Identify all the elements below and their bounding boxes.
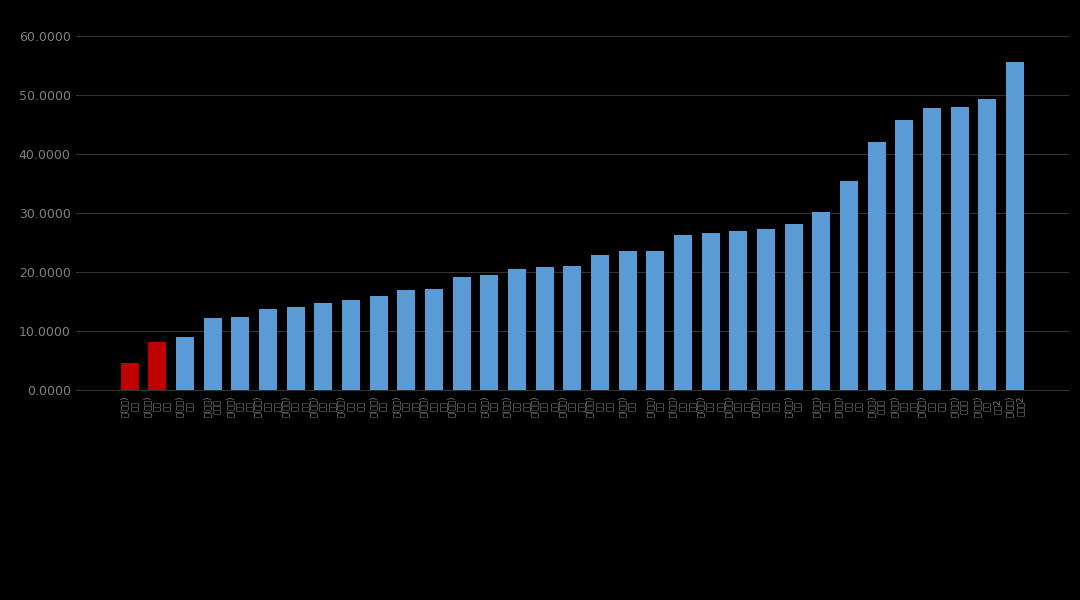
Bar <box>619 251 637 390</box>
Bar <box>481 275 498 390</box>
Bar <box>867 142 886 390</box>
Bar <box>812 212 831 390</box>
Bar <box>702 233 719 390</box>
Bar <box>287 307 305 390</box>
Bar <box>453 277 471 390</box>
Bar <box>1007 62 1024 390</box>
Bar <box>536 266 554 390</box>
Bar <box>647 251 664 390</box>
Bar <box>259 308 278 390</box>
Bar <box>729 231 747 390</box>
Bar <box>176 337 194 390</box>
Bar <box>121 364 138 390</box>
Bar <box>950 107 969 390</box>
Bar <box>204 318 221 390</box>
Bar <box>369 296 388 390</box>
Bar <box>148 341 166 390</box>
Bar <box>978 100 997 390</box>
Bar <box>564 266 581 390</box>
Bar <box>231 317 249 390</box>
Bar <box>426 289 443 390</box>
Bar <box>591 256 609 390</box>
Bar <box>895 119 914 390</box>
Bar <box>674 235 692 390</box>
Bar <box>757 229 775 390</box>
Bar <box>840 181 858 390</box>
Bar <box>785 224 802 390</box>
Bar <box>923 108 941 390</box>
Bar <box>397 290 416 390</box>
Bar <box>342 299 360 390</box>
Bar <box>508 269 526 390</box>
Bar <box>314 302 333 390</box>
